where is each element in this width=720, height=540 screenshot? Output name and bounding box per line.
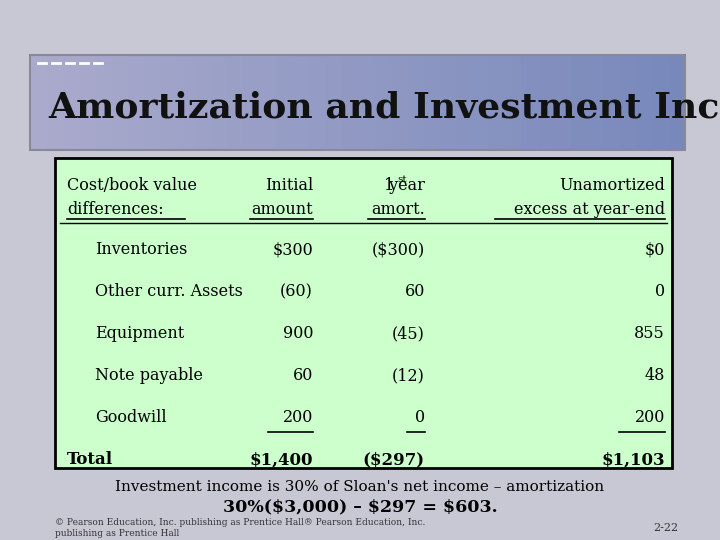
Bar bbox=[243, 55, 260, 150]
Text: excess at year-end: excess at year-end bbox=[514, 201, 665, 219]
Text: Amortization and Investment Income: Amortization and Investment Income bbox=[48, 91, 720, 125]
Bar bbox=[46, 55, 64, 150]
Text: 60: 60 bbox=[292, 368, 313, 384]
Bar bbox=[30, 55, 48, 150]
Bar bbox=[538, 55, 555, 150]
Bar bbox=[292, 55, 310, 150]
Text: Other curr. Assets: Other curr. Assets bbox=[95, 284, 243, 300]
Bar bbox=[619, 55, 637, 150]
Bar bbox=[55, 158, 672, 468]
Text: Goodwill: Goodwill bbox=[95, 409, 166, 427]
Bar bbox=[63, 55, 80, 150]
Text: Inventories: Inventories bbox=[95, 241, 187, 259]
Bar bbox=[358, 55, 375, 150]
Text: Initial: Initial bbox=[265, 178, 313, 194]
Text: Cost/book value: Cost/book value bbox=[67, 178, 197, 194]
Bar bbox=[636, 55, 653, 150]
Bar bbox=[112, 55, 130, 150]
Text: 60: 60 bbox=[405, 284, 425, 300]
Bar bbox=[407, 55, 424, 150]
Bar bbox=[194, 55, 211, 150]
Bar bbox=[488, 55, 506, 150]
Bar bbox=[79, 55, 96, 150]
Bar bbox=[308, 55, 325, 150]
Text: Investment income is 30% of Sloan's net income – amortization: Investment income is 30% of Sloan's net … bbox=[115, 480, 605, 494]
Bar bbox=[341, 55, 359, 150]
Text: st: st bbox=[397, 174, 407, 184]
Text: (60): (60) bbox=[280, 284, 313, 300]
Text: $300: $300 bbox=[272, 241, 313, 259]
Text: 200: 200 bbox=[283, 409, 313, 427]
Bar bbox=[210, 55, 228, 150]
Bar bbox=[521, 55, 539, 150]
Bar bbox=[374, 55, 391, 150]
Bar bbox=[145, 55, 162, 150]
Bar bbox=[423, 55, 441, 150]
Text: 1: 1 bbox=[384, 178, 394, 194]
Text: differences:: differences: bbox=[67, 201, 163, 219]
Text: Note payable: Note payable bbox=[95, 368, 203, 384]
Bar bbox=[325, 55, 342, 150]
Text: 900: 900 bbox=[282, 326, 313, 342]
Bar bbox=[587, 55, 604, 150]
Text: amort.: amort. bbox=[372, 201, 425, 219]
Text: 30%($3,000) – $297 = $603.: 30%($3,000) – $297 = $603. bbox=[222, 498, 498, 516]
Text: Equipment: Equipment bbox=[95, 326, 184, 342]
Bar bbox=[472, 55, 490, 150]
Text: amount: amount bbox=[251, 201, 313, 219]
Text: $1,103: $1,103 bbox=[601, 451, 665, 469]
Text: 2-22: 2-22 bbox=[653, 523, 678, 533]
Text: year: year bbox=[384, 178, 425, 194]
Bar bbox=[227, 55, 244, 150]
Text: 48: 48 bbox=[644, 368, 665, 384]
Text: Total: Total bbox=[67, 451, 113, 469]
Bar bbox=[276, 55, 293, 150]
Bar bbox=[554, 55, 572, 150]
Bar bbox=[652, 55, 670, 150]
Bar bbox=[259, 55, 276, 150]
Text: ($297): ($297) bbox=[363, 451, 425, 469]
Text: Unamortized: Unamortized bbox=[559, 178, 665, 194]
Text: 0: 0 bbox=[655, 284, 665, 300]
Bar bbox=[96, 55, 113, 150]
Text: ($300): ($300) bbox=[372, 241, 425, 259]
Text: 0: 0 bbox=[415, 409, 425, 427]
Bar bbox=[505, 55, 522, 150]
Bar bbox=[390, 55, 408, 150]
Text: (12): (12) bbox=[392, 368, 425, 384]
Text: 200: 200 bbox=[634, 409, 665, 427]
Text: $1,400: $1,400 bbox=[250, 451, 313, 469]
Bar bbox=[570, 55, 588, 150]
Bar bbox=[456, 55, 473, 150]
Text: © Pearson Education, Inc. publishing as Prentice Hall® Pearson Education, Inc.
p: © Pearson Education, Inc. publishing as … bbox=[55, 518, 426, 538]
Bar bbox=[603, 55, 621, 150]
Bar bbox=[177, 55, 194, 150]
Text: (45): (45) bbox=[392, 326, 425, 342]
Text: $0: $0 bbox=[644, 241, 665, 259]
Bar bbox=[161, 55, 179, 150]
Bar bbox=[439, 55, 456, 150]
Bar bbox=[30, 55, 685, 150]
Text: 855: 855 bbox=[634, 326, 665, 342]
Bar bbox=[669, 55, 686, 150]
Bar bbox=[128, 55, 145, 150]
